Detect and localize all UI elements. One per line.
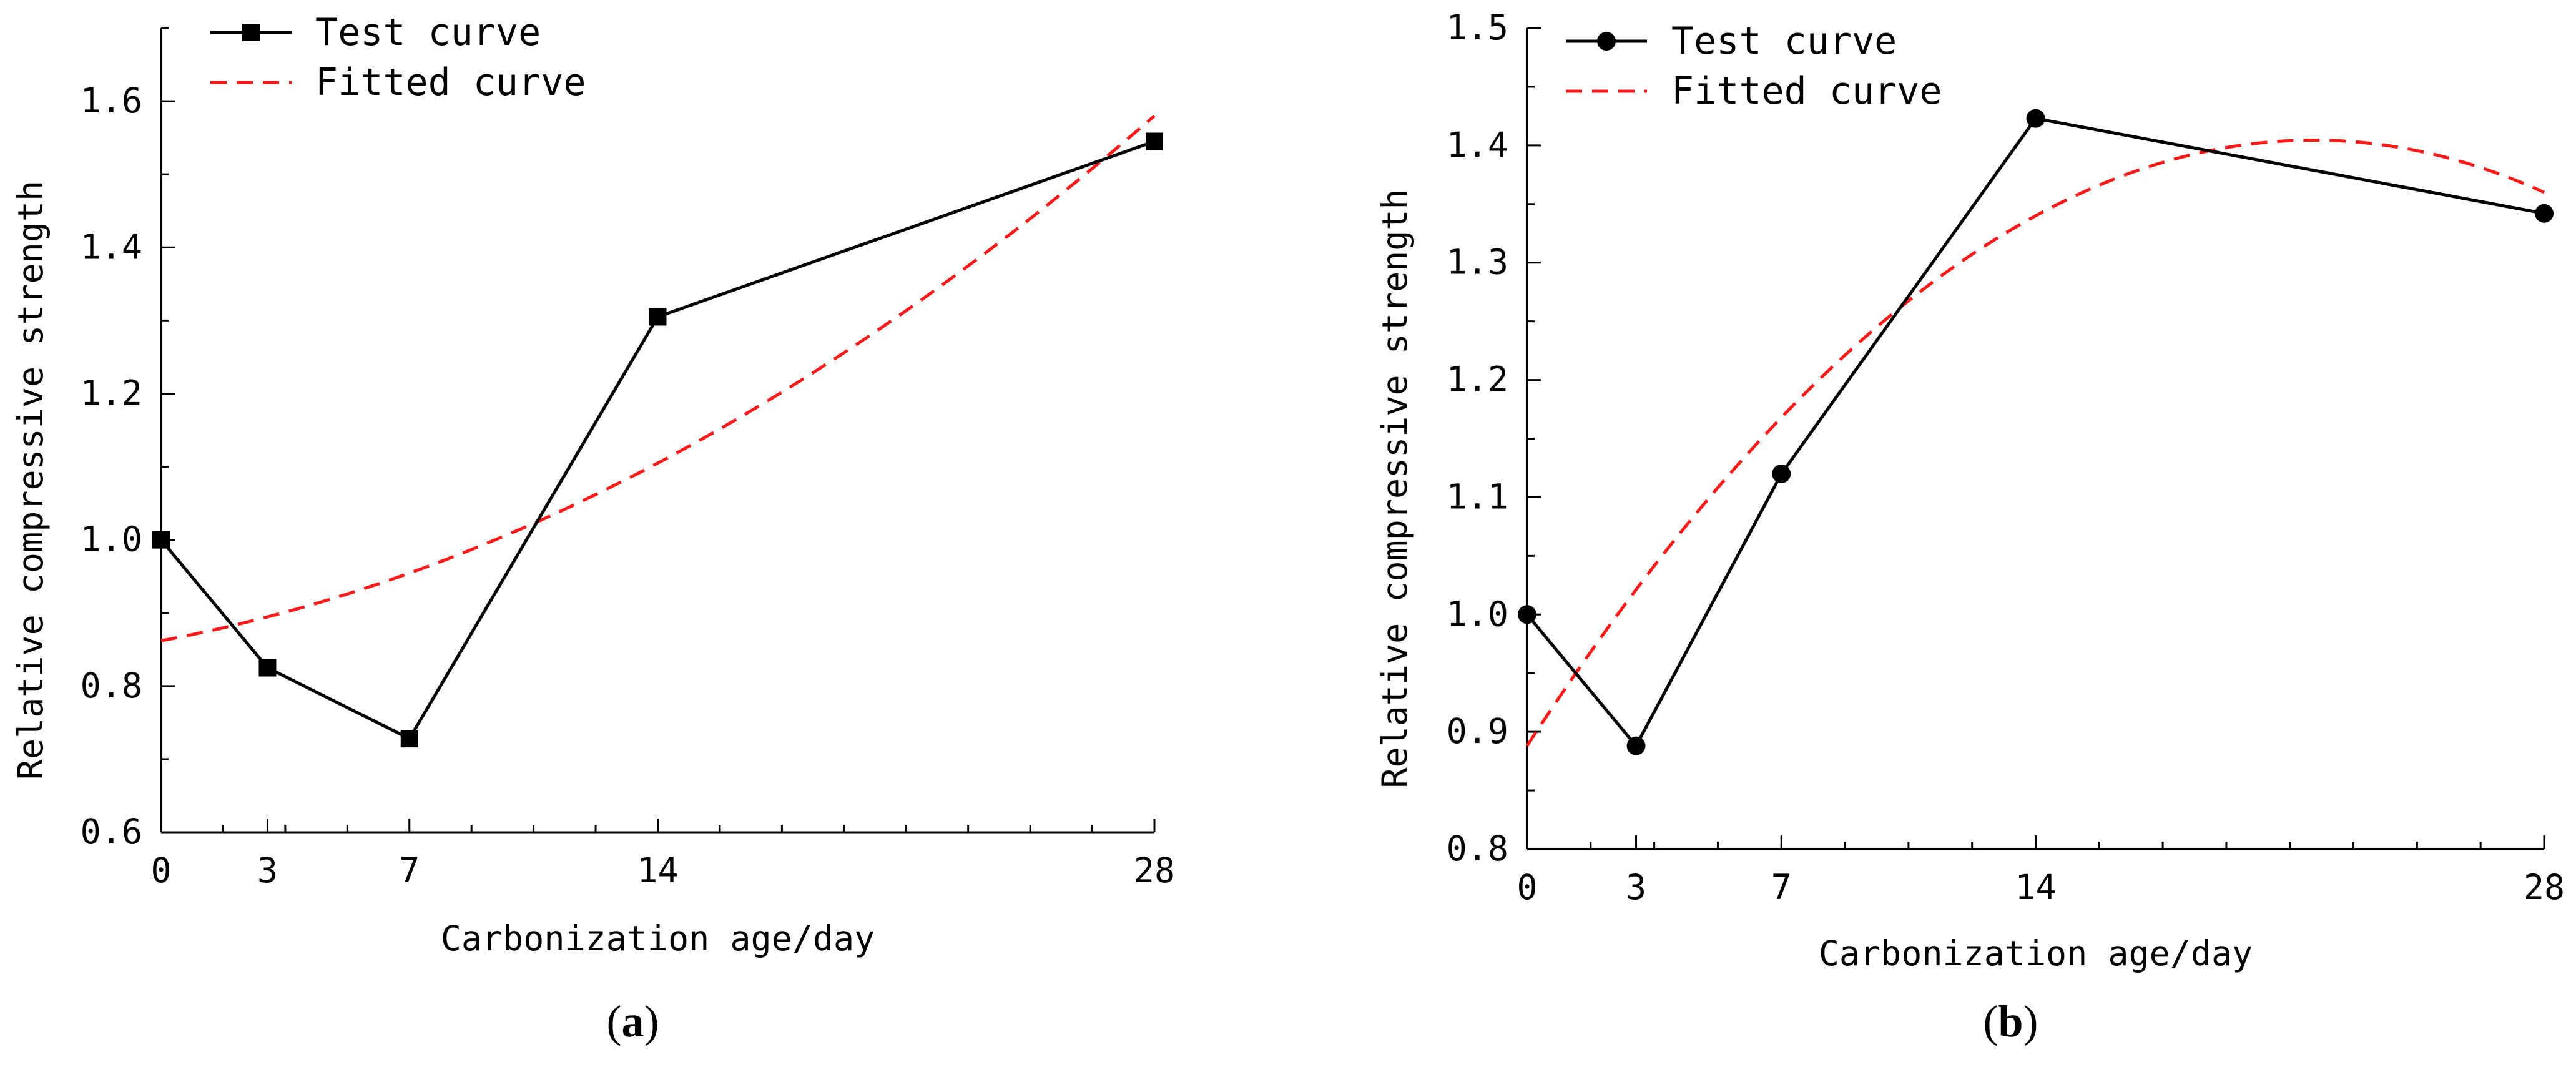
x-tick-label: 0 <box>150 850 171 890</box>
y-tick-label: 1.1 <box>1447 476 1508 516</box>
y-tick-label: 1.0 <box>1447 594 1508 634</box>
x-tick-label: 14 <box>2015 867 2056 907</box>
panel-label: (a) <box>607 996 659 1046</box>
y-tick-label: 0.6 <box>81 812 142 852</box>
test-curve-line <box>1526 116 2545 749</box>
y-tick-label: 1.0 <box>81 519 142 559</box>
test-point <box>1146 132 1163 150</box>
x-tick-label: 28 <box>1134 850 1175 890</box>
y-tick-label: 0.8 <box>81 666 142 706</box>
x-tick-label: 3 <box>1626 867 1646 907</box>
panel-label: (b) <box>1983 996 2038 1046</box>
test-point <box>258 659 277 677</box>
test-point <box>1518 605 1536 624</box>
legend-test-marker <box>242 24 260 41</box>
legend-test-label: Test curve <box>1671 19 1897 63</box>
x-tick-label: 28 <box>2524 867 2565 907</box>
test-point <box>152 531 170 549</box>
x-tick-label: 7 <box>1771 867 1792 907</box>
y-tick-label: 1.5 <box>1447 7 1508 47</box>
x-tick-label: 7 <box>399 850 420 890</box>
test-point <box>2535 204 2554 223</box>
legend-test-label: Test curve <box>315 11 541 54</box>
test-point <box>2026 109 2045 128</box>
test-point <box>400 730 418 748</box>
y-tick-label: 1.2 <box>81 373 142 413</box>
chart-panel-b: 0.8 0.9 1.0 1.1 1.2 1.3 1.4 1.5 0 3 7 14 28 Carboniza… <box>1375 7 2565 1046</box>
x-tick-label: 0 <box>1517 867 1537 907</box>
legend: Test curve Fitted curve <box>1566 19 1942 113</box>
legend-fitted-label: Fitted curve <box>315 61 586 104</box>
x-axis-label: Carbonization age/day <box>441 918 875 958</box>
y-tick-label: 1.6 <box>81 81 142 120</box>
y-axis-label: Relative compressive strength <box>1375 189 1415 788</box>
y-tick-label: 0.8 <box>1447 829 1508 868</box>
chart-panel-a: 0.6 0.8 1.0 1.2 1.4 1.6 0 3 7 14 28 Carbonization a… <box>11 11 1175 1046</box>
y-axis-label: Relative compressive strength <box>11 180 51 780</box>
fitted-curve-line <box>1525 139 2545 747</box>
y-tick-label: 1.3 <box>1447 242 1508 282</box>
legend-fitted-label: Fitted curve <box>1671 69 1942 113</box>
y-tick-label: 0.9 <box>1447 711 1508 751</box>
x-tick-label: 3 <box>257 850 278 890</box>
y-tick-label: 1.2 <box>1447 360 1508 400</box>
y-tick-label: 1.4 <box>1447 125 1508 165</box>
test-point <box>1626 736 1646 755</box>
y-tick-label: 1.4 <box>81 227 142 267</box>
x-axis-label: Carbonization age/day <box>1819 933 2253 973</box>
legend: Test curve Fitted curve <box>210 11 586 104</box>
test-point <box>649 308 667 326</box>
fitted-curve-line <box>160 114 1156 642</box>
x-tick-label: 14 <box>637 850 678 890</box>
test-point <box>1772 464 1791 483</box>
legend-test-marker <box>1597 32 1616 51</box>
test-curve-line <box>160 140 1155 741</box>
